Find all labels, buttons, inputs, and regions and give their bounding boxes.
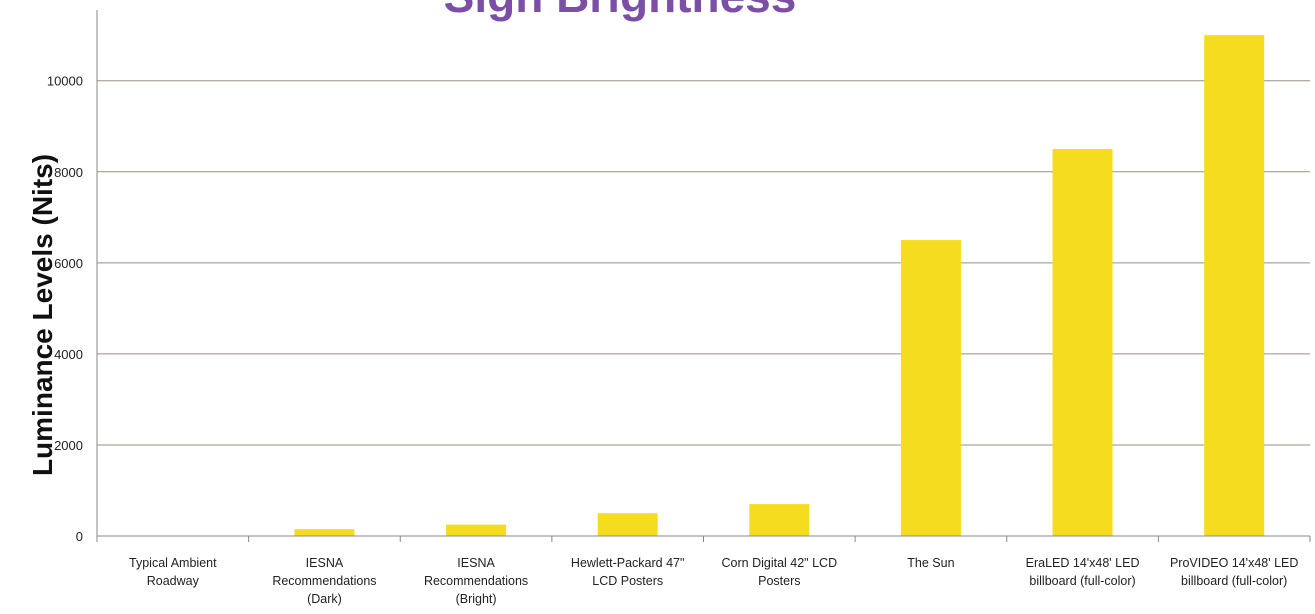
chart-title: Sign Brightness (444, 0, 797, 22)
y-axis-label: Luminance Levels (Nits) (27, 154, 58, 476)
y-tick-label: 4000 (54, 347, 83, 362)
gridlines (97, 80, 1310, 446)
x-tick-label: Typical Ambient Roadway (129, 556, 217, 588)
y-tick-label: 6000 (54, 256, 83, 271)
x-tick-label: ProVIDEO 14'x48' LED billboard (full-colo… (1170, 556, 1298, 588)
x-tick-label-line: The Sun (907, 556, 954, 570)
bar (1204, 35, 1265, 537)
x-tick-label: IESNA Recommendations (Bright) (424, 556, 528, 606)
y-tick-label: 10000 (47, 74, 83, 89)
bar (597, 513, 658, 536)
x-tick-label-line: billboard (full-color) (1029, 574, 1135, 588)
bar (900, 240, 961, 536)
x-tick-label-line: LCD Posters (592, 574, 663, 588)
x-tick-label: The Sun (907, 556, 954, 570)
x-tick-label: IESNA Recommendations (Dark) (272, 556, 376, 606)
x-tick-label-line: Roadway (147, 574, 200, 588)
x-tick-label: Hewlett-Packard 47" LCD Posters (571, 556, 685, 588)
y-tick-labels: 0 2000 4000 6000 8000 10000 (47, 74, 83, 544)
x-tick-label-line: IESNA (457, 556, 495, 570)
y-tick-label: 0 (76, 529, 83, 544)
x-tick-label-line: (Dark) (307, 592, 342, 606)
x-tick-labels: Typical Ambient Roadway IESNA Recommendatio… (129, 556, 1298, 606)
bar (1052, 148, 1113, 536)
x-tick-label-line: Recommendations (424, 574, 528, 588)
x-tick-label-line: IESNA (306, 556, 344, 570)
x-tick-label-line: EraLED 14'x48' LED (1026, 556, 1140, 570)
bar (749, 504, 810, 536)
axes (96, 10, 1311, 542)
x-tick-label-line: Posters (758, 574, 800, 588)
x-tick-label-line: ProVIDEO 14'x48' LED (1170, 556, 1298, 570)
x-tick-label-line: Hewlett-Packard 47" (571, 556, 685, 570)
bar (294, 529, 355, 536)
x-tick-label-line: Typical Ambient (129, 556, 217, 570)
x-tick-label-line: billboard (full-color) (1181, 574, 1287, 588)
x-tick-label-line: Recommendations (272, 574, 376, 588)
y-tick-label: 2000 (54, 438, 83, 453)
x-tick-label: Corn Digital 42" LCD Posters (722, 556, 838, 588)
x-tick-label: EraLED 14'x48' LED billboard (full-color) (1026, 556, 1140, 588)
y-tick-label: 8000 (54, 165, 83, 180)
bar (446, 524, 507, 536)
x-tick-label-line: Corn Digital 42" LCD (722, 556, 838, 570)
bars (294, 35, 1265, 537)
x-tick-label-line: (Bright) (456, 592, 497, 606)
